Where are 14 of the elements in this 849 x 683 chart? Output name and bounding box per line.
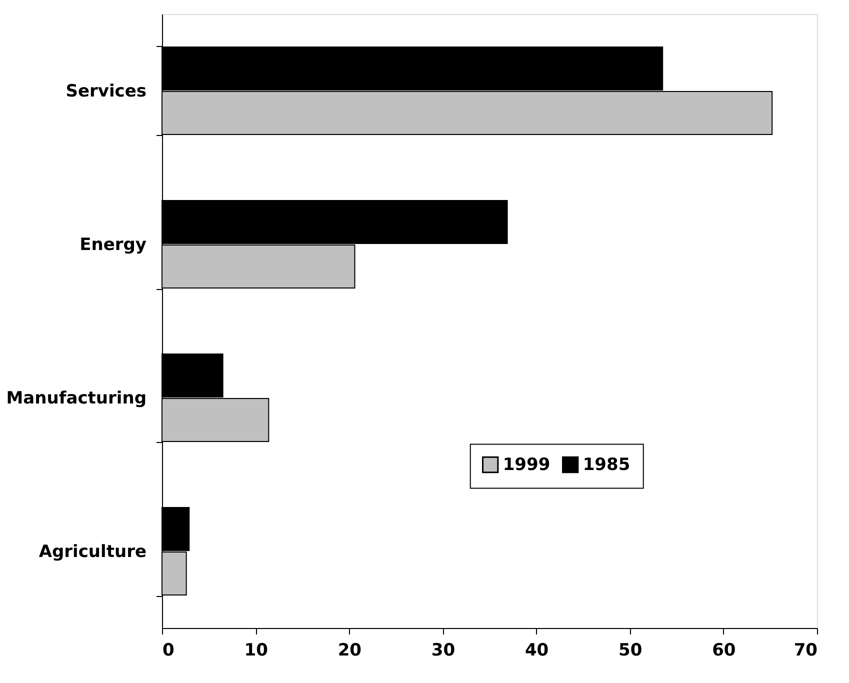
y-tick-label: Agriculture bbox=[38, 542, 146, 562]
x-tick-label: 70 bbox=[794, 640, 818, 660]
y-tick-label: Energy bbox=[80, 234, 146, 255]
x-tick-label: 40 bbox=[524, 640, 549, 660]
legend-label: 1999 bbox=[502, 454, 550, 475]
legend-label: 1985 bbox=[582, 454, 630, 475]
x-tick-label: 20 bbox=[338, 640, 362, 660]
x-tick-label: 50 bbox=[618, 640, 642, 660]
x-tick-label: 10 bbox=[244, 640, 268, 660]
x-tick-label: 60 bbox=[712, 640, 736, 660]
y-tick-label: Manufacturing bbox=[6, 388, 146, 408]
x-tick-label: 0 bbox=[162, 640, 174, 660]
y-tick-label: Services bbox=[66, 81, 146, 102]
x-tick-label: 30 bbox=[431, 640, 456, 660]
